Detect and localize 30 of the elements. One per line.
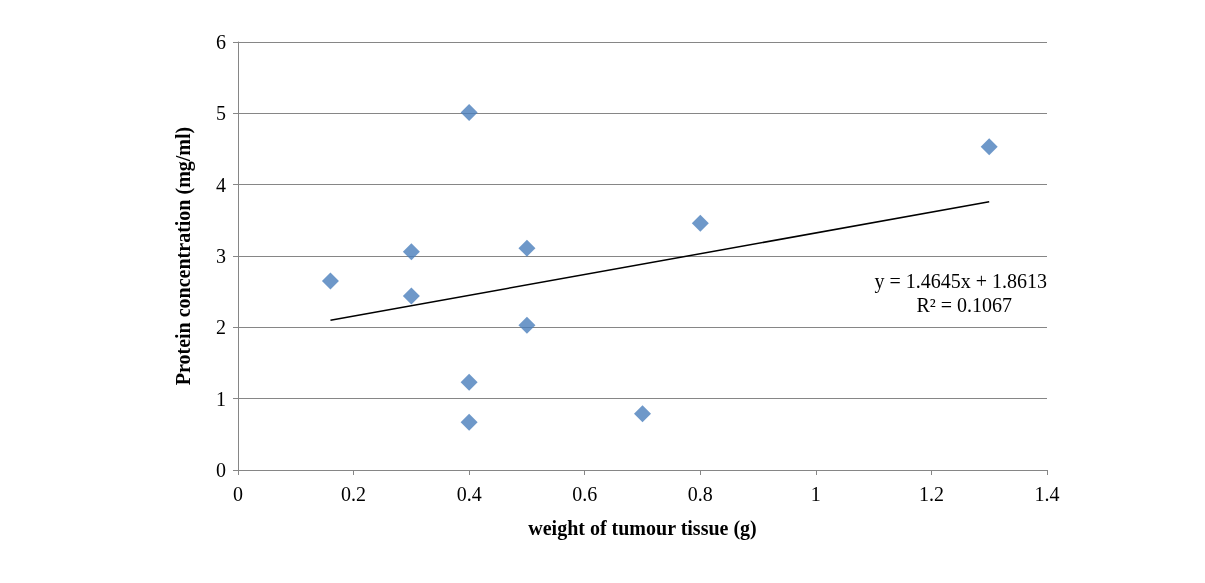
point — [321, 272, 339, 290]
x-tick-label: 0.6 — [572, 483, 598, 505]
y-axis-title: Protein concentration (mg/ml) — [172, 126, 195, 386]
annotation: R² = 0.1067 — [916, 294, 1013, 316]
y-tick-label: 5 — [216, 102, 226, 125]
x-axis-title: weight of tumour tissue (g) — [528, 517, 757, 540]
x-tick-label: 1.4 — [1034, 483, 1060, 505]
point — [518, 239, 536, 257]
x-tick-label: 0.4 — [456, 483, 482, 505]
point — [518, 316, 536, 334]
y-tick-label: 4 — [216, 173, 226, 196]
annotation: y = 1.4645x + 1.8613 — [874, 270, 1047, 293]
y-tick-label: 2 — [216, 316, 226, 339]
y-tick-label: 0 — [216, 459, 226, 481]
point — [980, 138, 998, 156]
point — [460, 413, 478, 431]
point — [460, 104, 478, 122]
point — [634, 405, 651, 423]
point — [691, 214, 709, 232]
x-tick-label: 1.2 — [918, 483, 944, 505]
x-tick-label: 0.2 — [341, 483, 367, 505]
point — [460, 373, 478, 391]
point — [402, 243, 420, 261]
point — [402, 287, 420, 305]
y-tick-label: 3 — [216, 245, 226, 267]
y-tick-label: 6 — [216, 31, 226, 53]
x-tick-label: 1 — [810, 483, 821, 505]
x-tick-label: 0.8 — [687, 483, 713, 505]
y-tick-label: 1 — [216, 387, 226, 410]
x-tick-label: 0 — [233, 483, 243, 505]
